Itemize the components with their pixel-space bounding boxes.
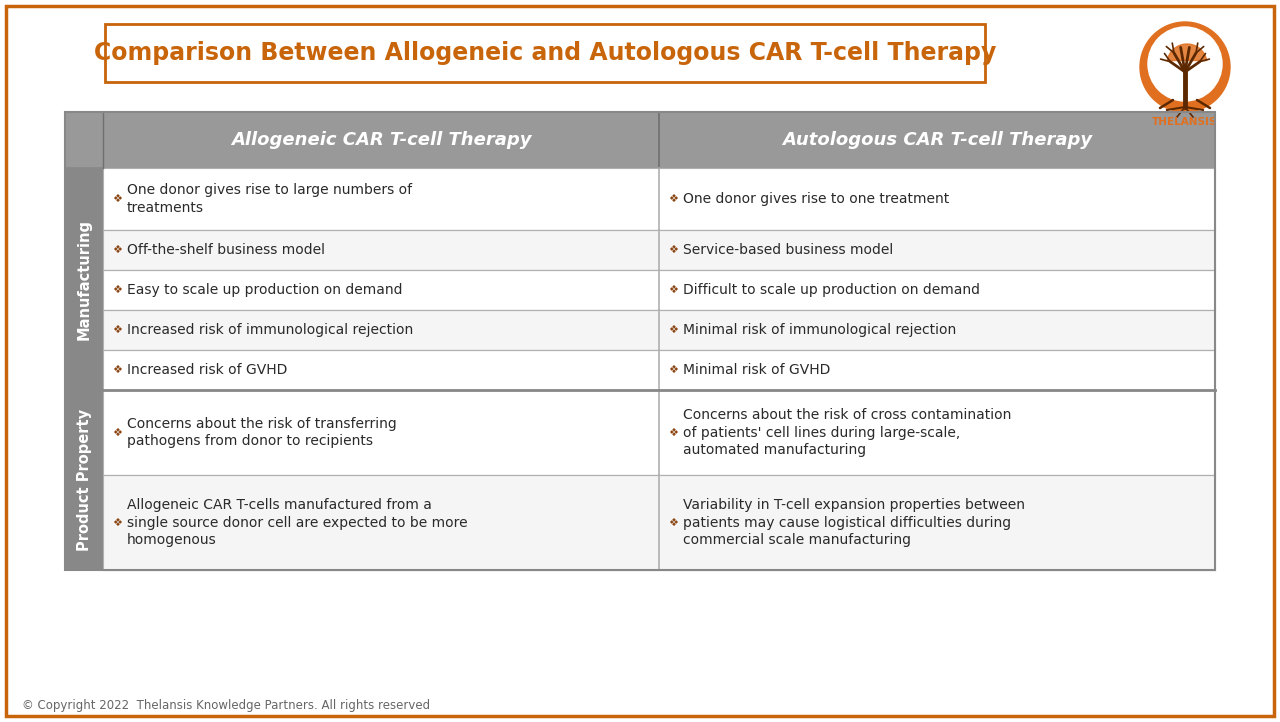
Text: Easy to scale up production on demand: Easy to scale up production on demand <box>127 283 402 297</box>
Text: Variability in T-cell expansion properties between
patients may cause logistical: Variability in T-cell expansion properti… <box>684 497 1025 547</box>
Text: ❖: ❖ <box>113 245 122 255</box>
Bar <box>65 112 1215 168</box>
Text: Manufacturing: Manufacturing <box>77 219 91 339</box>
Bar <box>65 112 1215 570</box>
Text: ❖: ❖ <box>113 365 122 375</box>
Text: Concerns about the risk of transferring
pathogens from donor to recipients: Concerns about the risk of transferring … <box>127 417 397 448</box>
Circle shape <box>1140 22 1230 112</box>
Text: One donor gives rise to large numbers of
treatments: One donor gives rise to large numbers of… <box>127 183 412 215</box>
Text: ❖: ❖ <box>113 518 122 528</box>
Text: Product Property: Product Property <box>77 409 91 551</box>
Text: THELANSIS: THELANSIS <box>1152 117 1217 127</box>
Text: ❖: ❖ <box>113 285 122 295</box>
Circle shape <box>1148 27 1222 101</box>
Bar <box>102 270 1215 310</box>
Text: ❖: ❖ <box>113 194 122 204</box>
Bar <box>102 310 1215 350</box>
Text: Increased risk of GVHD: Increased risk of GVHD <box>127 363 288 377</box>
Text: ❖: ❖ <box>668 427 678 438</box>
Bar <box>102 168 1215 230</box>
Bar <box>65 390 102 570</box>
Bar <box>102 390 1215 475</box>
Text: © Copyright 2022  Thelansis Knowledge Partners. All rights reserved: © Copyright 2022 Thelansis Knowledge Par… <box>22 699 430 712</box>
Bar <box>105 24 986 82</box>
Text: Service-based business model: Service-based business model <box>684 243 893 257</box>
Bar <box>102 350 1215 390</box>
Text: ❖: ❖ <box>668 325 678 335</box>
Text: Increased risk of immunological rejection: Increased risk of immunological rejectio… <box>127 323 413 337</box>
Text: Minimal risk of GVHD: Minimal risk of GVHD <box>684 363 831 377</box>
Text: ❖: ❖ <box>668 245 678 255</box>
Text: Allogeneic CAR T-cells manufactured from a
single source donor cell are expected: Allogeneic CAR T-cells manufactured from… <box>127 497 467 547</box>
Polygon shape <box>1167 44 1207 61</box>
Bar <box>65 168 102 390</box>
Bar <box>102 230 1215 270</box>
Text: Concerns about the risk of cross contamination
of patients' cell lines during la: Concerns about the risk of cross contami… <box>684 408 1011 457</box>
Bar <box>102 475 1215 570</box>
Text: ❖: ❖ <box>668 518 678 528</box>
Text: ❖: ❖ <box>113 427 122 438</box>
Text: Comparison Between Allogeneic and Autologous CAR T-cell Therapy: Comparison Between Allogeneic and Autolo… <box>93 41 996 65</box>
Text: Off-the-shelf business model: Off-the-shelf business model <box>127 243 325 257</box>
Text: ❖: ❖ <box>668 285 678 295</box>
Text: Autologous CAR T-cell Therapy: Autologous CAR T-cell Therapy <box>782 131 1092 149</box>
Text: ❖: ❖ <box>668 365 678 375</box>
Text: One donor gives rise to one treatment: One donor gives rise to one treatment <box>684 192 950 206</box>
Text: ❖: ❖ <box>668 194 678 204</box>
Text: Difficult to scale up production on demand: Difficult to scale up production on dema… <box>684 283 980 297</box>
Bar <box>65 112 1215 570</box>
Text: Minimal risk of immunological rejection: Minimal risk of immunological rejection <box>684 323 956 337</box>
Text: Allogeneic CAR T-cell Therapy: Allogeneic CAR T-cell Therapy <box>230 131 531 149</box>
Text: ❖: ❖ <box>113 325 122 335</box>
